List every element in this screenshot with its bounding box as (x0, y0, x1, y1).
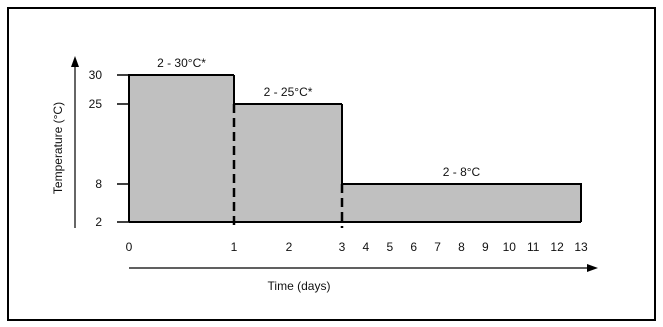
x-tick-label-0: 0 (126, 240, 133, 254)
temperature-segment-2 (234, 104, 342, 222)
x-tick-label-1: 1 (231, 240, 238, 254)
x-tick-label-3: 3 (339, 240, 346, 254)
x-axis-title: Time (days) (268, 279, 331, 293)
x-tick-label-4: 4 (363, 240, 370, 254)
y-axis-title: Temperature (°C) (51, 102, 65, 194)
x-tick-label-8: 8 (458, 240, 465, 254)
x-tick-label-2: 2 (286, 240, 293, 254)
temperature-segment-1 (129, 75, 234, 222)
y-axis-arrowhead (71, 56, 79, 67)
x-tick-label-6: 6 (410, 240, 417, 254)
x-tick-label-7: 7 (434, 240, 441, 254)
x-tick-label-13: 13 (574, 240, 588, 254)
labels-layer: 2 - 30°C* 2 - 25°C* 2 - 8°C (157, 56, 480, 179)
temperature-segment-3 (342, 184, 581, 222)
segment-label-2: 2 - 25°C* (264, 85, 313, 99)
x-tick-label-5: 5 (386, 240, 393, 254)
segment-label-1: 2 - 30°C* (157, 56, 206, 70)
segment-label-3: 2 - 8°C (443, 165, 481, 179)
area-layer (129, 75, 581, 222)
y-tick-label-8: 8 (95, 177, 102, 191)
y-tick-label-2: 2 (95, 215, 102, 229)
x-tick-label-11: 11 (527, 240, 540, 254)
x-tick-label-10: 10 (503, 240, 517, 254)
y-tick-label-30: 30 (89, 68, 103, 82)
x-tick-label-9: 9 (482, 240, 489, 254)
y-tick-label-25: 25 (89, 97, 103, 111)
x-tick-label-12: 12 (550, 240, 564, 254)
x-axis-arrowhead (587, 264, 598, 272)
